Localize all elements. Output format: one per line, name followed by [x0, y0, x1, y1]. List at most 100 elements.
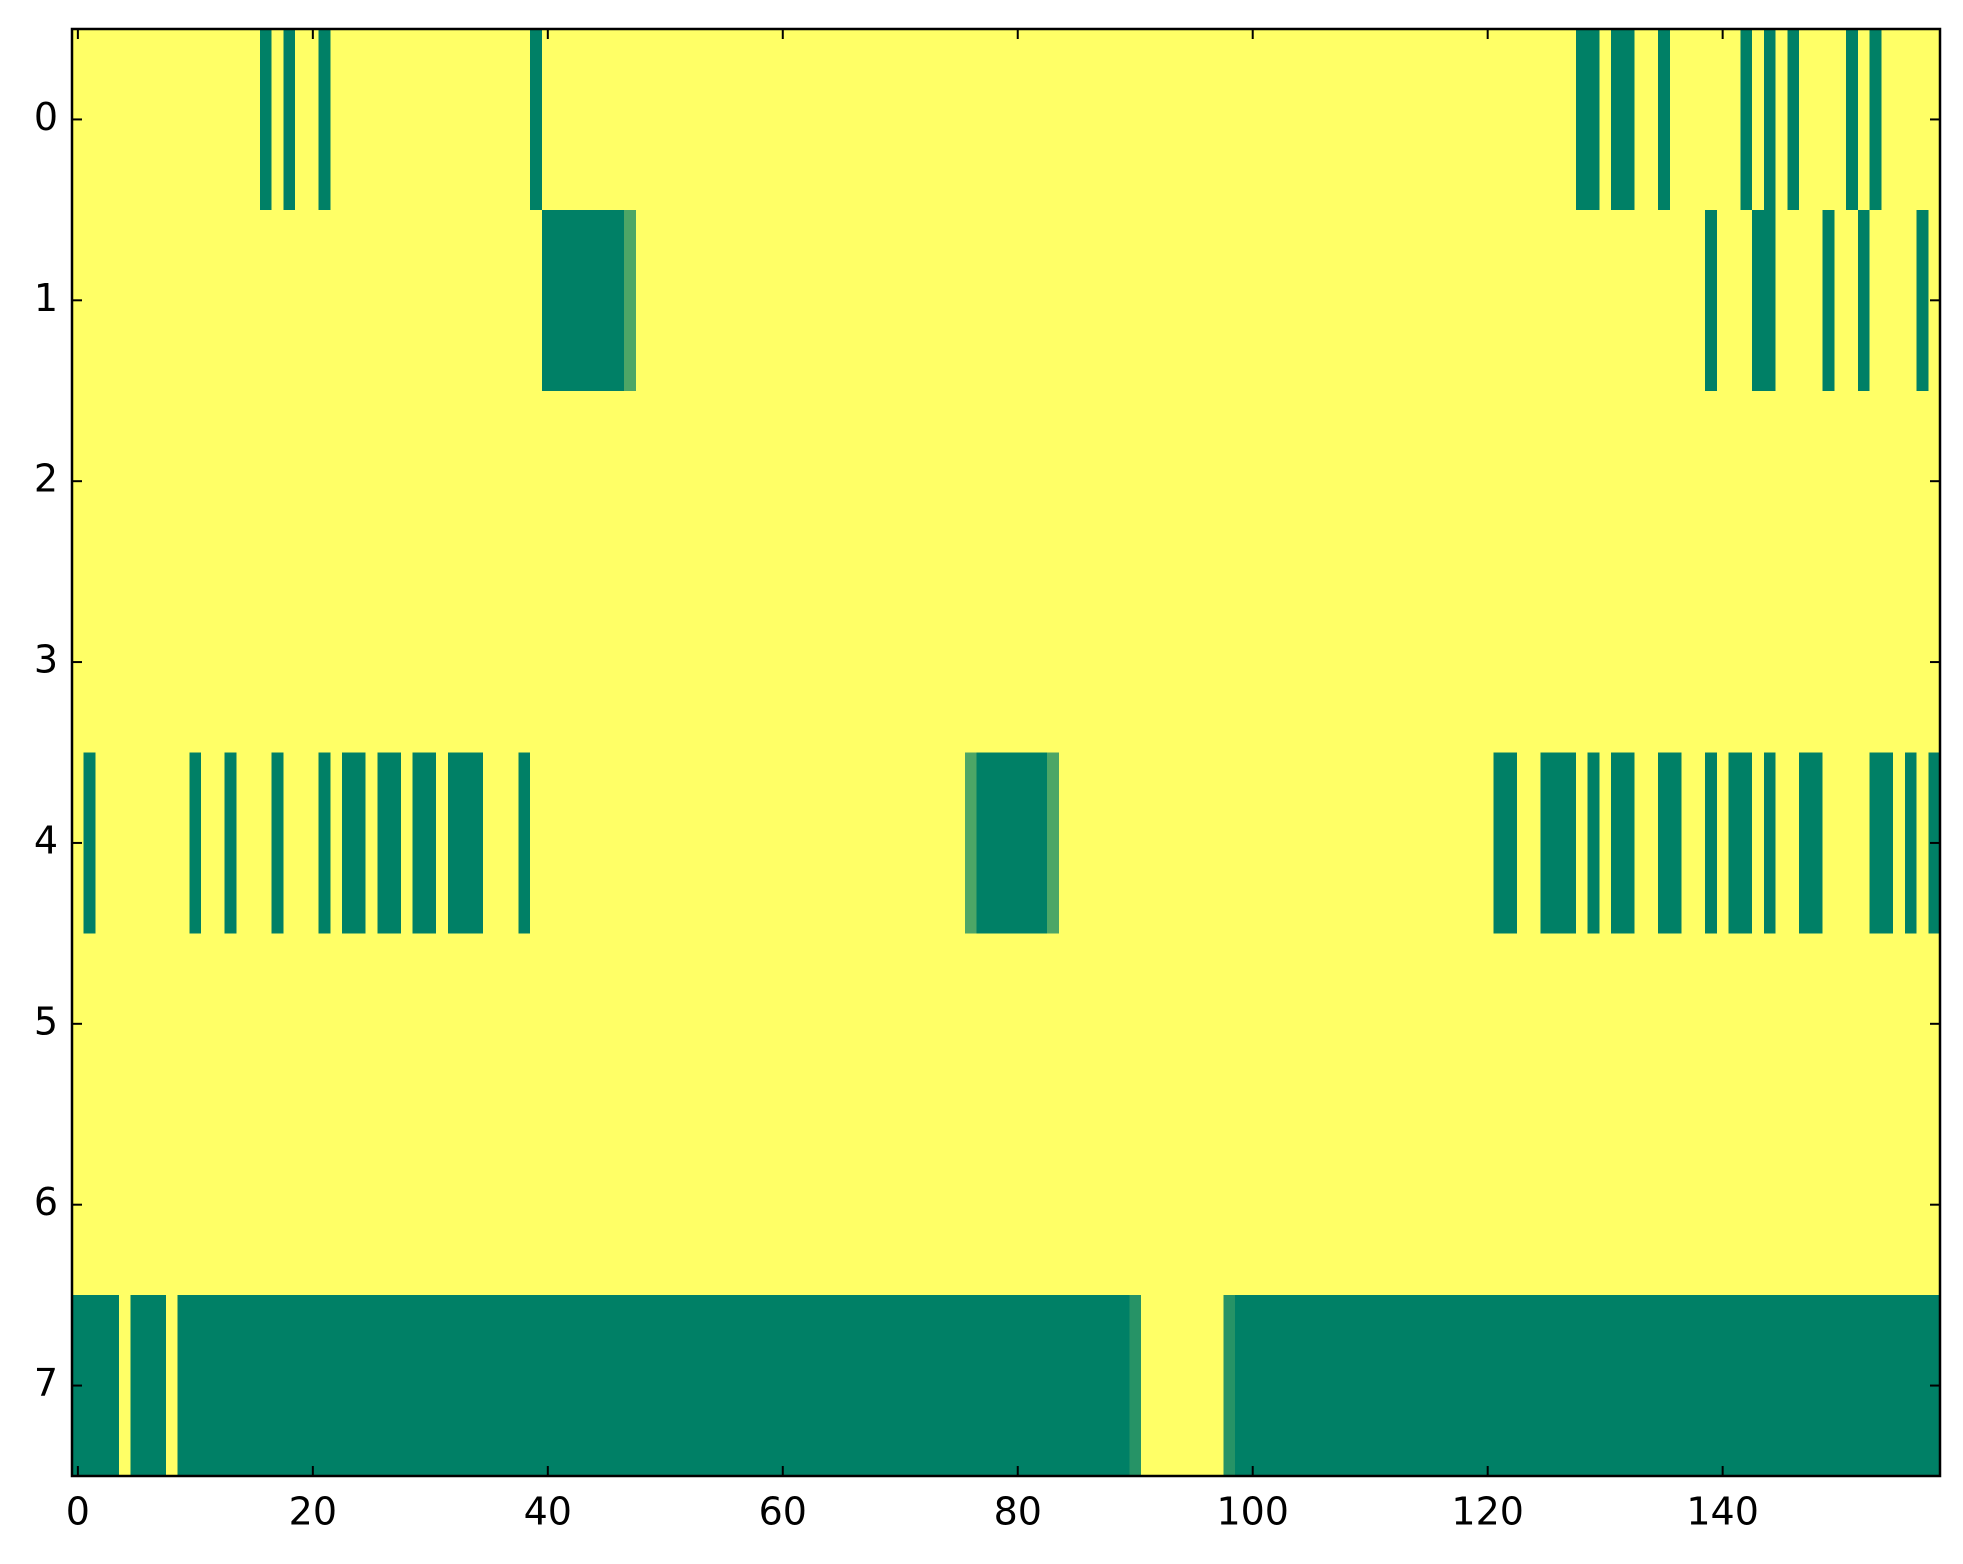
cell: [1047, 1114, 1060, 1296]
cell: [1105, 390, 1119, 573]
cell: [1658, 933, 1671, 1115]
cell: [1846, 571, 1859, 754]
cell: [1681, 571, 1694, 754]
cell: [1387, 1295, 1401, 1477]
cell: [1211, 571, 1224, 754]
cell: [436, 933, 449, 1115]
cell: [236, 1295, 249, 1477]
cell: [1470, 1295, 1483, 1477]
cell: [870, 29, 884, 211]
cell: [1023, 933, 1036, 1115]
cell: [1387, 1114, 1401, 1296]
cell: [706, 933, 719, 1115]
cell: [459, 1114, 473, 1296]
cell: [1152, 1295, 1166, 1477]
y-tick-label: 1: [34, 276, 58, 320]
cell: [1258, 29, 1271, 211]
cell: [964, 29, 978, 211]
cell: [1082, 752, 1095, 934]
cell: [1446, 29, 1459, 211]
cell: [577, 390, 590, 573]
cell: [788, 390, 802, 573]
cell: [635, 752, 649, 934]
cell: [1035, 571, 1048, 754]
cell: [1458, 571, 1471, 754]
cell: [506, 1114, 520, 1296]
cell: [1035, 1114, 1048, 1296]
cell: [1399, 933, 1412, 1115]
cell: [1199, 209, 1213, 392]
cell: [330, 571, 343, 754]
cell: [682, 1295, 696, 1477]
cell: [1505, 390, 1518, 573]
cell: [718, 571, 731, 754]
cell: [1622, 933, 1636, 1115]
cell: [1728, 1114, 1741, 1296]
cell: [118, 1295, 132, 1477]
cell: [659, 933, 672, 1115]
cell: [1293, 571, 1307, 754]
heatmap-cells: [72, 29, 1941, 1477]
cell: [248, 571, 261, 754]
cell: [1199, 390, 1213, 573]
cell: [870, 933, 884, 1115]
cell: [1716, 1295, 1730, 1477]
cell: [1622, 1295, 1636, 1477]
cell: [612, 1295, 625, 1477]
cell: [236, 209, 249, 392]
cell: [201, 1295, 214, 1477]
cell: [1528, 29, 1542, 211]
cell: [1493, 390, 1506, 573]
cell: [1564, 209, 1577, 392]
cell: [83, 390, 97, 573]
cell: [682, 933, 696, 1115]
cell: [776, 1295, 790, 1477]
cell: [647, 390, 661, 573]
cell: [1517, 29, 1530, 211]
cell: [1376, 571, 1389, 754]
cell: [1857, 209, 1871, 392]
cell: [1352, 29, 1365, 211]
cell: [236, 933, 249, 1115]
cell: [1787, 571, 1800, 754]
cell: [1211, 1114, 1224, 1296]
cell: [83, 571, 97, 754]
cell: [1705, 1114, 1718, 1296]
cell: [1834, 752, 1847, 934]
cell: [118, 1114, 132, 1296]
cell: [647, 933, 661, 1115]
cell: [600, 209, 614, 392]
cell: [1305, 390, 1318, 573]
cell: [1352, 571, 1365, 754]
cell: [553, 933, 567, 1115]
cell: [1117, 209, 1130, 392]
cell: [1822, 1114, 1835, 1296]
cell: [1564, 1114, 1577, 1296]
cell: [1869, 29, 1882, 211]
cell: [1070, 752, 1083, 934]
cell: [1423, 1295, 1436, 1477]
cell: [1599, 209, 1612, 392]
cell: [741, 1114, 755, 1296]
cell: [295, 29, 308, 211]
cell: [1740, 209, 1753, 392]
cell: [859, 752, 872, 934]
cell: [271, 1114, 285, 1296]
cell: [154, 1295, 167, 1477]
cell: [130, 29, 144, 211]
cell: [917, 209, 931, 392]
cell: [1799, 571, 1812, 754]
cell: [1340, 933, 1354, 1115]
cell: [259, 752, 273, 934]
cell: [1094, 209, 1107, 392]
cell: [882, 1295, 895, 1477]
cell: [1235, 1114, 1248, 1296]
cell: [259, 390, 273, 573]
cell: [1634, 752, 1647, 934]
cell: [1035, 1295, 1048, 1477]
cell: [1434, 29, 1448, 211]
cell: [283, 933, 296, 1115]
cell: [753, 933, 766, 1115]
cell: [941, 209, 954, 392]
cell: [1763, 209, 1777, 392]
